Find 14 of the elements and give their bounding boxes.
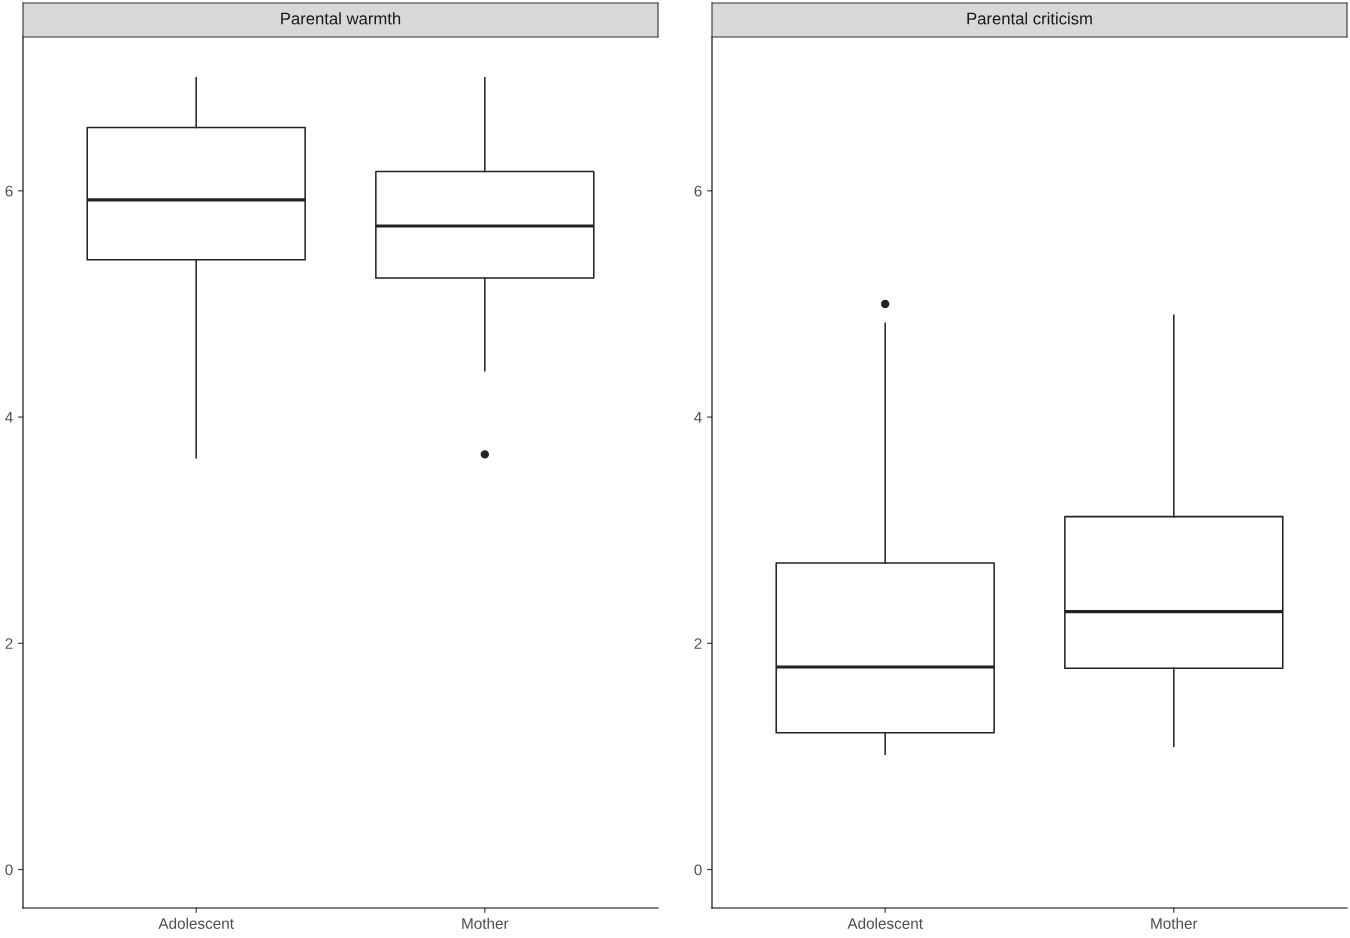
x-tick-label: Mother xyxy=(1151,917,1198,929)
y-tick-label: 0 xyxy=(694,864,702,876)
y-tick-label: 6 xyxy=(5,185,13,197)
x-tick-label: Adolescent xyxy=(847,917,923,929)
y-tick-label: 0 xyxy=(5,864,13,876)
y-tick-label: 2 xyxy=(5,638,13,649)
y-tick-label: 4 xyxy=(694,412,702,423)
y-tick-label: 2 xyxy=(694,638,702,649)
x-tick-label: Adolescent xyxy=(158,917,234,929)
chart-title: Parental warmth xyxy=(281,12,401,25)
chart-title: Parental criticism xyxy=(967,12,1092,25)
y-tick-label: 4 xyxy=(5,412,13,423)
x-tick-label: Mother xyxy=(462,917,509,929)
y-tick-label: 6 xyxy=(694,185,702,197)
